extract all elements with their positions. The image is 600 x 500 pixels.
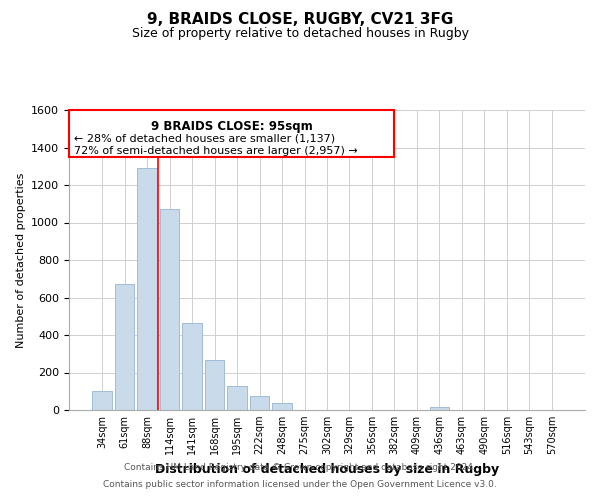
Bar — [205, 360, 224, 410]
Bar — [227, 386, 247, 410]
Bar — [430, 407, 449, 410]
Text: Size of property relative to detached houses in Rugby: Size of property relative to detached ho… — [131, 28, 469, 40]
Text: ← 28% of detached houses are smaller (1,137): ← 28% of detached houses are smaller (1,… — [74, 133, 335, 143]
Bar — [137, 168, 157, 410]
Bar — [115, 284, 134, 410]
Text: 9, BRAIDS CLOSE, RUGBY, CV21 3FG: 9, BRAIDS CLOSE, RUGBY, CV21 3FG — [147, 12, 453, 28]
Bar — [272, 404, 292, 410]
Bar — [250, 396, 269, 410]
FancyBboxPatch shape — [69, 110, 394, 156]
X-axis label: Distribution of detached houses by size in Rugby: Distribution of detached houses by size … — [155, 462, 499, 475]
Y-axis label: Number of detached properties: Number of detached properties — [16, 172, 26, 348]
Text: 9 BRAIDS CLOSE: 95sqm: 9 BRAIDS CLOSE: 95sqm — [151, 120, 313, 133]
Bar — [92, 391, 112, 410]
Text: Contains public sector information licensed under the Open Government Licence v3: Contains public sector information licen… — [103, 480, 497, 489]
Text: Contains HM Land Registry data © Crown copyright and database right 2024.: Contains HM Land Registry data © Crown c… — [124, 464, 476, 472]
Text: 72% of semi-detached houses are larger (2,957) →: 72% of semi-detached houses are larger (… — [74, 146, 358, 156]
Bar — [160, 210, 179, 410]
Bar — [182, 323, 202, 410]
